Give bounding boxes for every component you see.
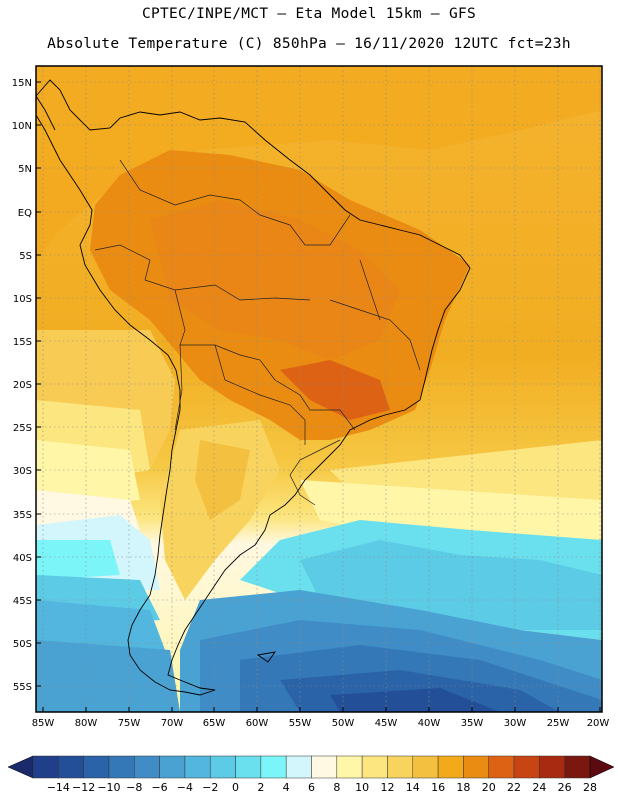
latitude-labels: 15N 10N 5N EQ 5S 10S 15S 20S 25S 30S 35S… (12, 78, 32, 693)
colorbar-left-arrow (7, 755, 34, 779)
lon-label: 70W (161, 718, 184, 729)
lat-label: 35S (13, 510, 32, 521)
lat-label: 5N (18, 164, 32, 175)
colorbar-right-arrow (589, 755, 615, 779)
colorbar-swatch (387, 755, 414, 779)
colorbar-swatch (463, 755, 489, 779)
lon-label: 55W (289, 718, 312, 729)
colorbar-swatch (209, 755, 236, 779)
colorbar-label: −14 (47, 781, 70, 794)
colorbar-label: 18 (456, 781, 470, 794)
lon-label: 30W (504, 718, 527, 729)
colorbar-swatch (235, 755, 262, 779)
colorbar-label: −12 (72, 781, 95, 794)
lat-label: 55S (13, 682, 32, 693)
colorbar-label: 22 (507, 781, 521, 794)
map-frame (35, 65, 603, 713)
colorbar-swatch (108, 755, 135, 779)
lon-label: 65W (203, 718, 226, 729)
lat-label: 10N (12, 121, 32, 132)
colorbar-swatch (83, 755, 110, 779)
colorbar-swatch (134, 755, 160, 779)
lon-label: 80W (75, 718, 98, 729)
colorbar-swatch (564, 755, 591, 779)
colorbar-label: 14 (406, 781, 420, 794)
lat-label: 10S (13, 294, 32, 305)
longitude-labels: 85W 80W 75W 70W 65W 60W 55W 50W 45W 40W … (32, 718, 610, 729)
lon-label: 20W (587, 718, 610, 729)
colorbar-label: 24 (532, 781, 546, 794)
colorbar: −14 −12 −10 −8 −6 −4 −2 0 2 4 6 8 10 12 14 16 18 20 22 24 26… (7, 755, 615, 794)
colorbar-label: −4 (177, 781, 193, 794)
colorbar-label: −6 (151, 781, 167, 794)
colorbar-swatch (488, 755, 515, 779)
lat-label: 40S (13, 553, 32, 564)
colorbar-label: 16 (431, 781, 445, 794)
colorbar-label: 2 (257, 781, 264, 794)
colorbar-swatch (58, 755, 84, 779)
colorbar-swatch (311, 755, 338, 779)
colorbar-label: 8 (333, 781, 340, 794)
colorbar-swatch (361, 755, 388, 779)
lat-label: 5S (19, 251, 32, 262)
lon-label: 60W (246, 718, 269, 729)
colorbar-label: 26 (558, 781, 572, 794)
lon-label: 45W (375, 718, 398, 729)
colorbar-swatch (260, 755, 287, 779)
lon-label: 75W (118, 718, 141, 729)
country-borders (94, 159, 421, 506)
colorbar-swatch (437, 755, 464, 779)
lon-label: 25W (547, 718, 570, 729)
lat-label: 50S (13, 639, 32, 650)
colorbar-label: 28 (583, 781, 597, 794)
colorbar-swatch (539, 755, 565, 779)
lat-label: 45S (13, 596, 32, 607)
colorbar-label: −8 (126, 781, 142, 794)
colorbar-label: −2 (202, 781, 218, 794)
colorbar-swatch (412, 755, 439, 779)
colorbar-label: 0 (232, 781, 239, 794)
map-title-line1: CPTEC/INPE/MCT – Eta Model 15km – GFS (141, 6, 477, 22)
lon-label: 40W (418, 718, 441, 729)
lat-label: EQ (18, 208, 32, 219)
colorbar-label: 20 (482, 781, 496, 794)
colorbar-swatch (159, 755, 186, 779)
colorbar-label: 12 (380, 781, 394, 794)
colorbar-swatch (513, 755, 540, 779)
colorbar-label: 6 (308, 781, 315, 794)
colorbar-swatch (184, 755, 211, 779)
lat-label: 15N (12, 78, 32, 89)
colorbar-label: 4 (283, 781, 290, 794)
colorbar-swatch (32, 755, 59, 779)
lon-label: 35W (461, 718, 484, 729)
lat-label: 15S (13, 337, 32, 348)
colorbar-swatch (285, 755, 312, 779)
lat-label: 30S (13, 466, 32, 477)
axis-ticks (36, 81, 601, 712)
colorbar-swatch (336, 755, 363, 779)
lat-label: 25S (13, 423, 32, 434)
map-title-line2: Absolute Temperature (C) 850hPa – 16/11/… (47, 36, 571, 52)
lat-label: 20S (13, 380, 32, 391)
colorbar-label: −10 (97, 781, 120, 794)
lon-label: 85W (32, 718, 55, 729)
lon-label: 50W (332, 718, 355, 729)
colorbar-label: 10 (355, 781, 369, 794)
temperature-field (36, 66, 602, 712)
